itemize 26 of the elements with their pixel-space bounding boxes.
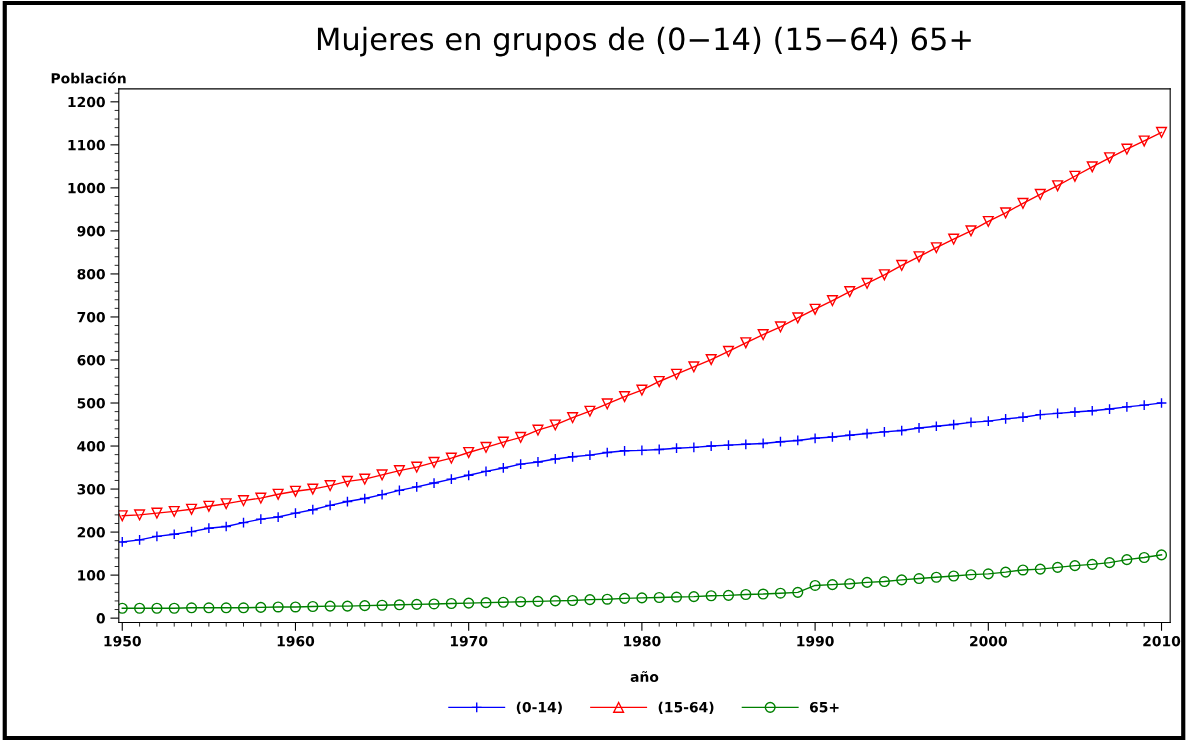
x-tick-label: 2010 bbox=[1143, 635, 1181, 647]
x-tick-label: 1960 bbox=[277, 635, 315, 647]
y-tick-label: 900 bbox=[77, 225, 105, 237]
legend-label: (0-14) bbox=[516, 701, 562, 715]
x-tick-label: 1990 bbox=[797, 635, 834, 647]
x-tick-label: 1950 bbox=[104, 635, 141, 647]
y-tick-label: 500 bbox=[77, 397, 105, 409]
y-tick-label: 700 bbox=[77, 311, 105, 323]
y-tick-label: 800 bbox=[77, 268, 105, 280]
y-tick-label: 100 bbox=[78, 570, 105, 581]
y-tick-label: 1000 bbox=[68, 182, 105, 194]
x-tick-label: 2000 bbox=[970, 635, 1007, 647]
y-tick-label: 1200 bbox=[68, 96, 105, 108]
x-tick-label: 1980 bbox=[624, 635, 661, 647]
chart-title: Mujeres en grupos de (0−14) (15−64) 65+ bbox=[317, 26, 971, 57]
y-tick-label: 0 bbox=[96, 613, 105, 624]
y-tick-label: 200 bbox=[77, 527, 105, 538]
y-axis-title: Población bbox=[51, 72, 126, 84]
legend-label: (15-64) bbox=[658, 701, 714, 715]
y-tick-label: 1100 bbox=[68, 139, 105, 151]
legend-label: 65+ bbox=[809, 701, 839, 713]
x-axis-title: año bbox=[630, 671, 659, 683]
y-tick-label: 400 bbox=[77, 441, 105, 452]
y-tick-label: 600 bbox=[77, 354, 105, 366]
x-tick-label: 1970 bbox=[450, 635, 488, 647]
y-tick-label: 300 bbox=[77, 484, 105, 495]
